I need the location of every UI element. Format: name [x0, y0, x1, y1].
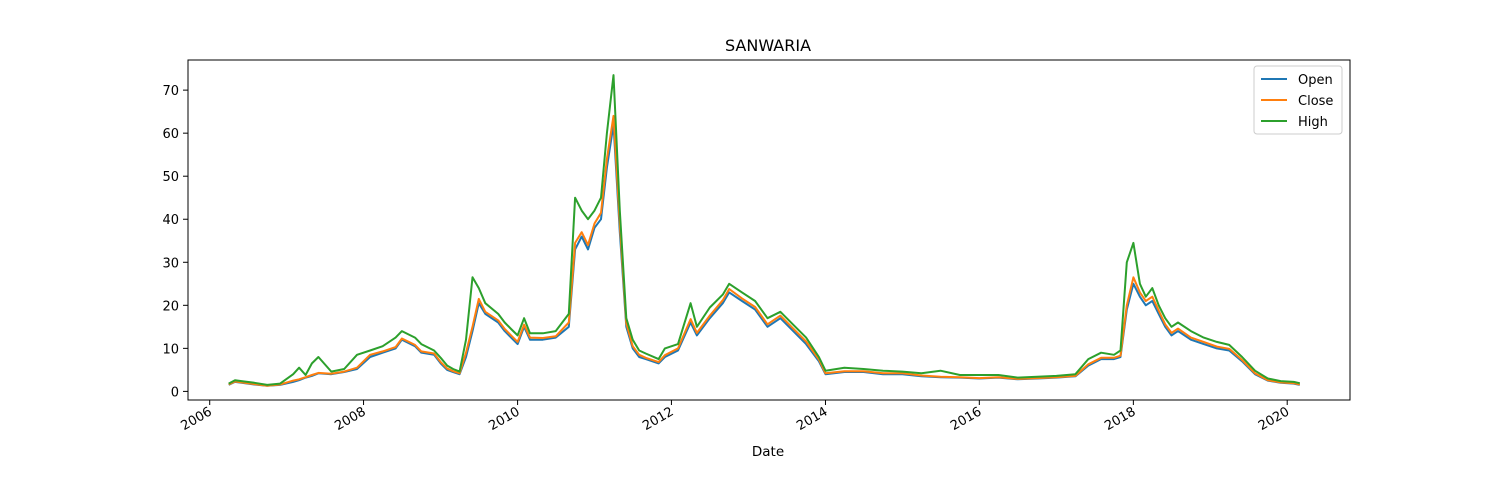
y-tick-label: 50 [162, 170, 179, 185]
y-tick-label: 60 [162, 127, 179, 142]
legend-label-close: Close [1298, 94, 1333, 109]
plot-frame [187, 59, 1351, 401]
legend-box [1253, 65, 1343, 135]
legend-label-high: High [1298, 115, 1328, 130]
y-tick-label: 20 [162, 299, 179, 314]
series-line-close [228, 114, 1301, 387]
y-tick-label: 70 [162, 84, 179, 99]
legend: Open Close High [1253, 65, 1343, 135]
y-tick-label: 30 [162, 256, 179, 271]
chart-title: SANWARIA [725, 36, 811, 55]
plot-lines [228, 74, 1301, 387]
series-line-high [228, 74, 1301, 386]
y-tick-label: 10 [162, 342, 179, 357]
y-tick-label: 40 [162, 213, 179, 228]
y-axis: 0 10 20 30 40 50 60 70 [162, 84, 188, 400]
x-axis-title: Date [752, 444, 784, 460]
legend-label-open: Open [1298, 73, 1333, 88]
y-tick-label: 0 [171, 385, 179, 400]
